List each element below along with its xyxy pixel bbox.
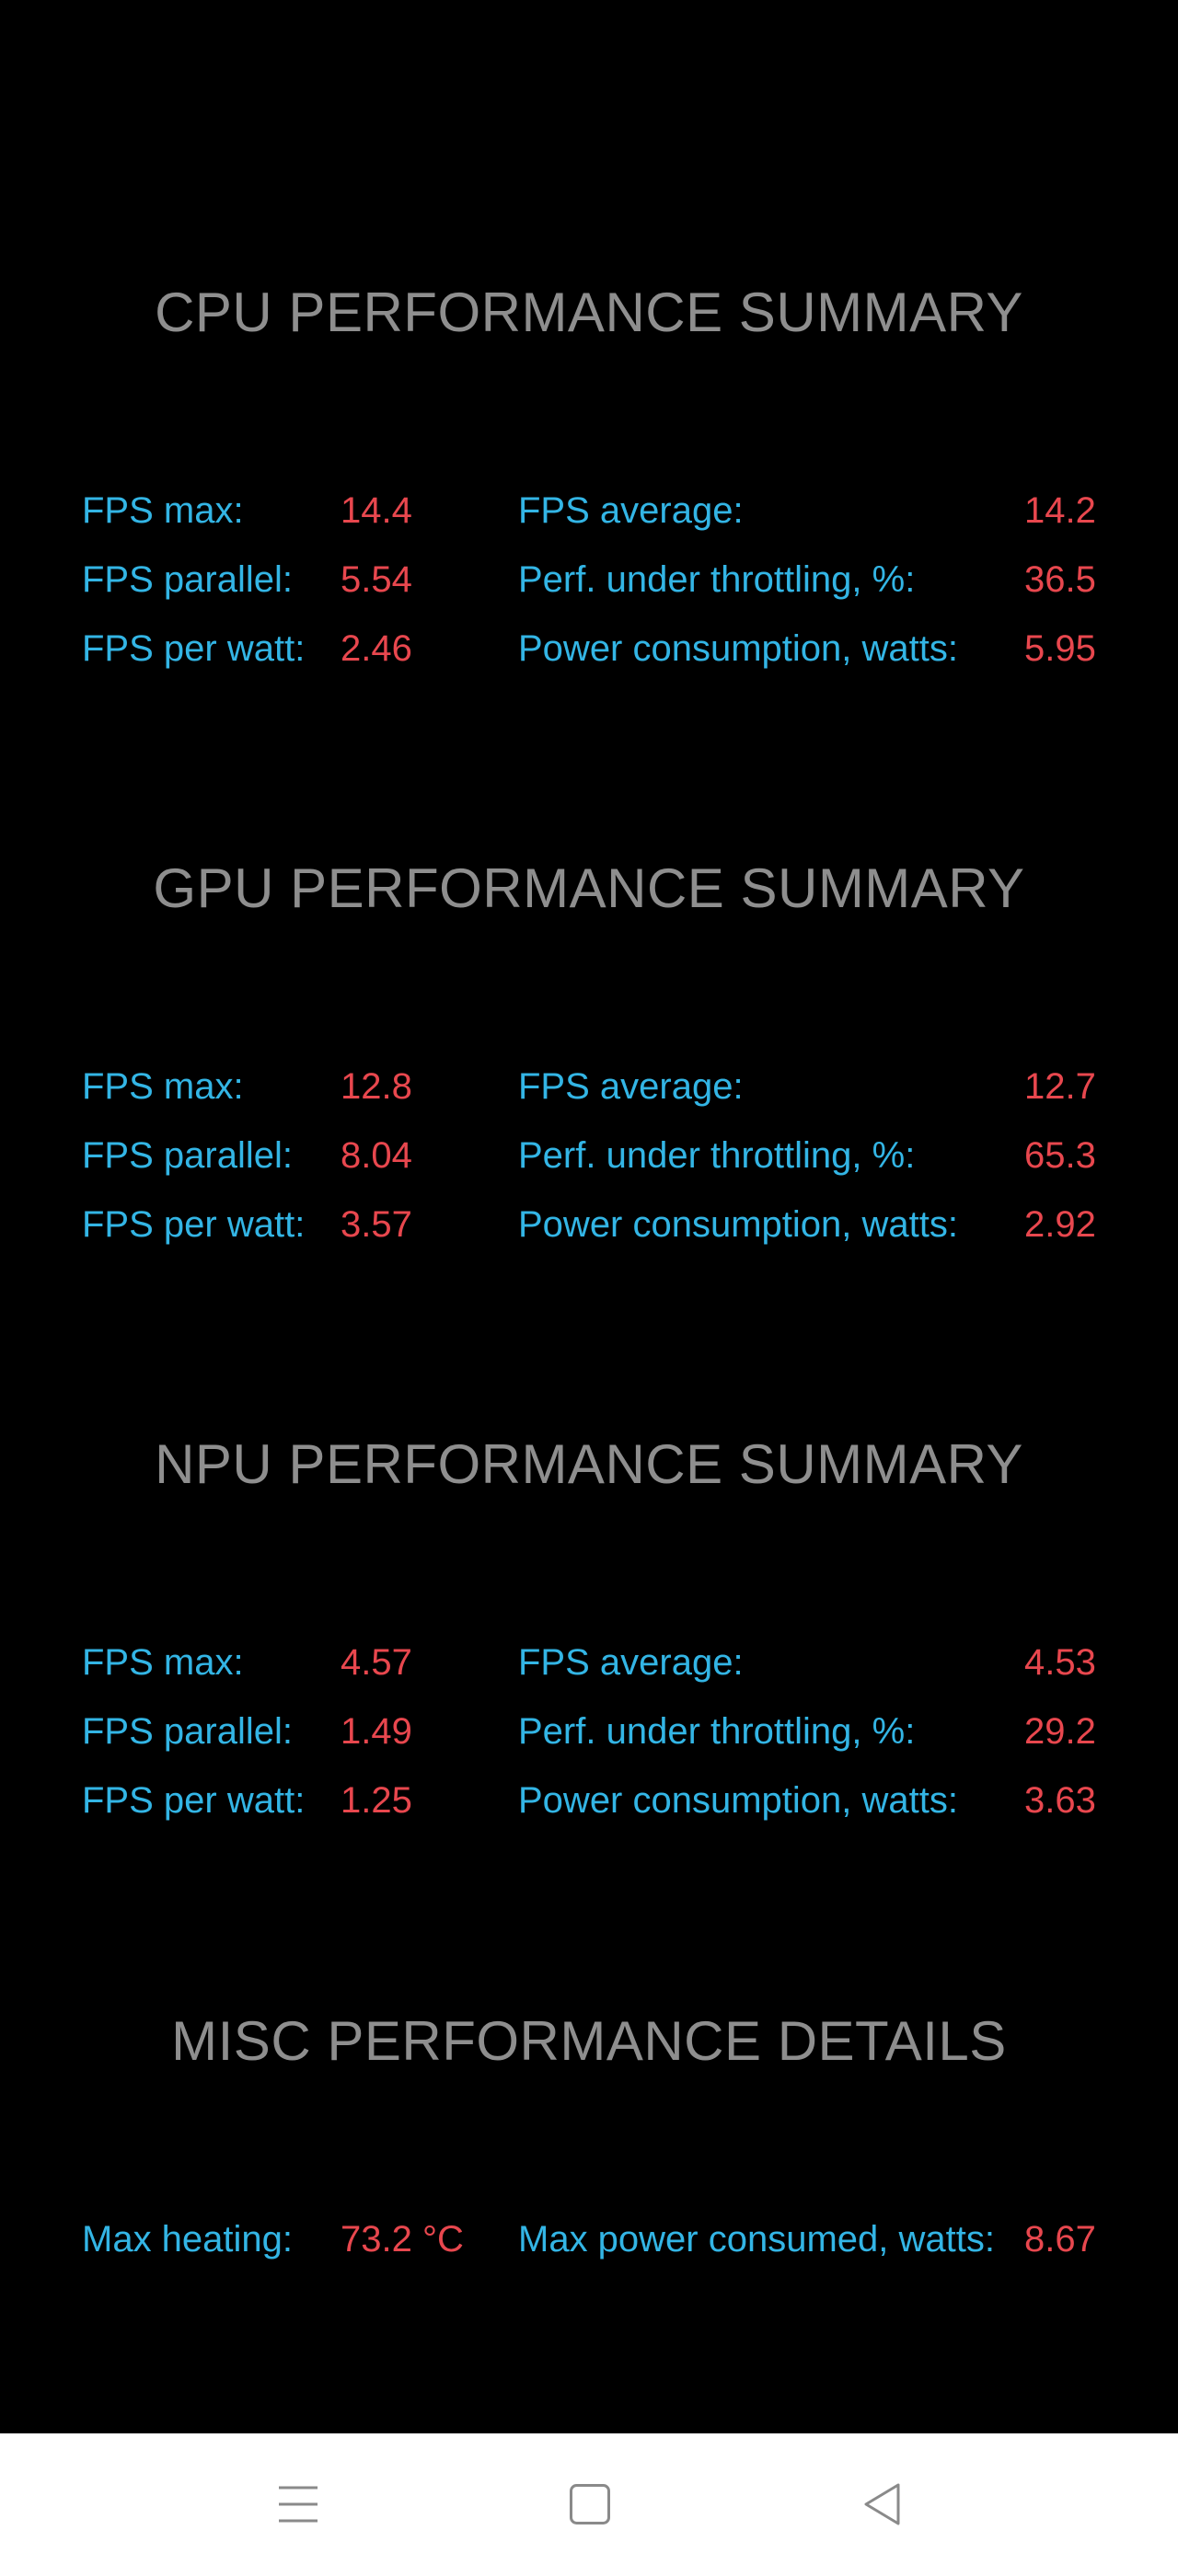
gpu-fps-max-value: 12.8 — [341, 1066, 412, 1107]
npu-fps-per-watt-label: FPS per watt: — [82, 1780, 306, 1821]
cpu-fps-average-label: FPS average: — [518, 490, 744, 531]
gpu-power-consumption-label: Power consumption, watts: — [518, 1204, 958, 1245]
home-button[interactable] — [553, 2472, 627, 2536]
navigation-bar — [0, 2433, 1178, 2576]
back-button[interactable] — [845, 2472, 918, 2536]
cpu-fps-parallel-label: FPS parallel: — [82, 559, 293, 600]
gpu-fps-per-watt-label: FPS per watt: — [82, 1204, 306, 1245]
cpu-throttling-label: Perf. under throttling, %: — [518, 559, 916, 600]
gpu-fps-parallel-label: FPS parallel: — [82, 1135, 293, 1176]
menu-button[interactable] — [261, 2472, 335, 2536]
performance-summary-screen: CPU PERFORMANCE SUMMARY FPS max: 14.4 FP… — [82, 282, 1096, 2260]
npu-fps-per-watt-value: 1.25 — [341, 1780, 412, 1821]
gpu-fps-max-label: FPS max: — [82, 1066, 244, 1107]
cpu-section-title: CPU PERFORMANCE SUMMARY — [155, 282, 1023, 343]
npu-section-title: NPU PERFORMANCE SUMMARY — [155, 1433, 1023, 1495]
cpu-fps-max-value: 14.4 — [341, 490, 412, 531]
max-heating-value: 73.2 °C — [341, 2219, 464, 2260]
home-square-icon — [570, 2484, 610, 2524]
gpu-throttling-value: 65.3 — [1024, 1135, 1096, 1176]
cpu-fps-average-value: 14.2 — [1024, 490, 1096, 531]
max-heating-label: Max heating: — [82, 2219, 294, 2260]
gpu-fps-average-value: 12.7 — [1024, 1066, 1096, 1107]
gpu-section-title: GPU PERFORMANCE SUMMARY — [153, 857, 1025, 919]
npu-fps-max-value: 4.57 — [341, 1642, 412, 1683]
npu-fps-average-value: 4.53 — [1024, 1642, 1096, 1683]
cpu-fps-parallel-value: 5.54 — [341, 559, 412, 600]
gpu-fps-parallel-value: 8.04 — [341, 1135, 412, 1176]
npu-throttling-value: 29.2 — [1024, 1711, 1096, 1752]
gpu-power-consumption-value: 2.92 — [1024, 1204, 1096, 1245]
back-triangle-icon — [864, 2483, 900, 2525]
npu-fps-parallel-label: FPS parallel: — [82, 1711, 293, 1752]
misc-section-title: MISC PERFORMANCE DETAILS — [171, 2010, 1007, 2072]
gpu-fps-average-label: FPS average: — [518, 1066, 744, 1107]
npu-throttling-label: Perf. under throttling, %: — [518, 1711, 916, 1752]
cpu-fps-max-label: FPS max: — [82, 490, 244, 531]
npu-fps-parallel-value: 1.49 — [341, 1711, 412, 1752]
menu-icon — [279, 2486, 318, 2523]
gpu-throttling-label: Perf. under throttling, %: — [518, 1135, 916, 1176]
npu-power-consumption-label: Power consumption, watts: — [518, 1780, 958, 1821]
npu-fps-max-label: FPS max: — [82, 1642, 244, 1683]
cpu-power-consumption-value: 5.95 — [1024, 628, 1096, 669]
cpu-throttling-value: 36.5 — [1024, 559, 1096, 600]
gpu-fps-per-watt-value: 3.57 — [341, 1204, 412, 1245]
max-power-consumed-value: 8.67 — [1024, 2219, 1096, 2260]
cpu-fps-per-watt-label: FPS per watt: — [82, 628, 306, 669]
npu-power-consumption-value: 3.63 — [1024, 1780, 1096, 1821]
cpu-fps-per-watt-value: 2.46 — [341, 628, 412, 669]
cpu-power-consumption-label: Power consumption, watts: — [518, 628, 958, 669]
npu-fps-average-label: FPS average: — [518, 1642, 744, 1683]
max-power-consumed-label: Max power consumed, watts: — [518, 2219, 995, 2260]
